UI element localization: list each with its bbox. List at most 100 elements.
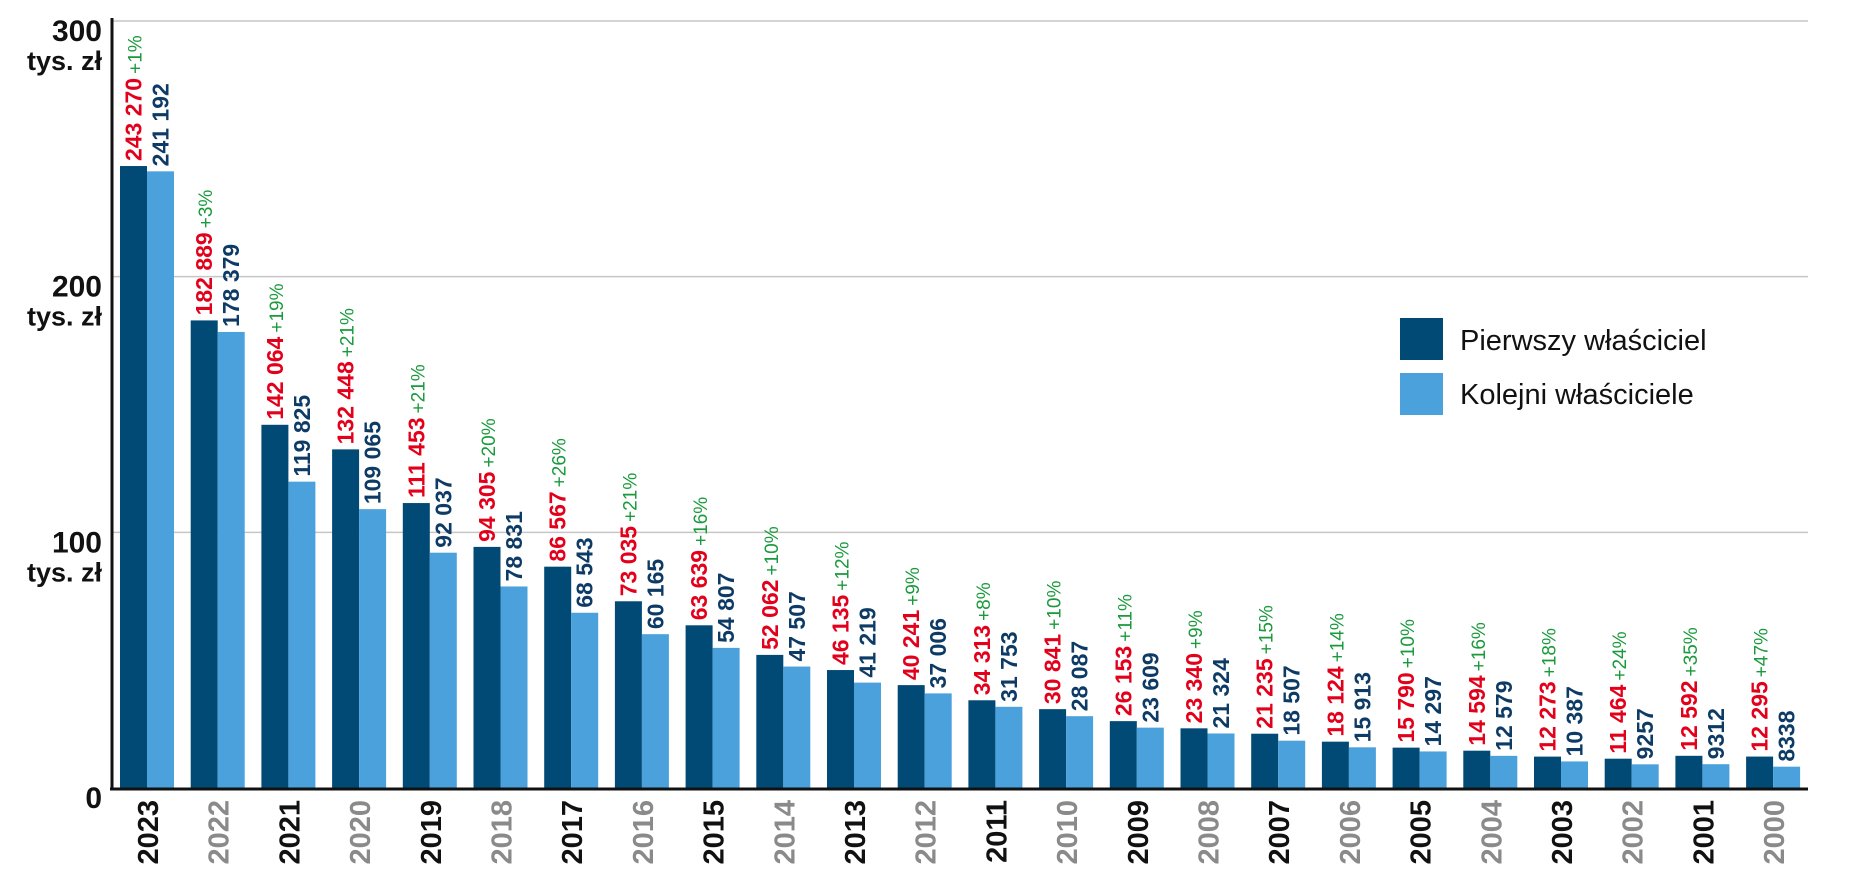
bar-kolejni-2022 <box>217 331 245 788</box>
difference-label: +1% <box>126 35 147 74</box>
value-label-pierwszy: 182 889 +3% <box>191 190 217 316</box>
legend-swatch-pierwszy <box>1400 318 1443 360</box>
bar-kolejni-2007 <box>1278 740 1306 788</box>
bar-pierwszy-2015 <box>685 625 713 788</box>
bar-pierwszy-2022 <box>190 320 218 788</box>
difference-label: +3% <box>196 190 217 229</box>
difference-label: +15% <box>1257 605 1278 654</box>
x-tick-label: 2021 <box>274 800 306 865</box>
bar-kolejni-2009 <box>1136 727 1164 788</box>
value-label-kolejni: 21 324 <box>1208 658 1234 729</box>
y-tick-label: 200 <box>52 271 102 304</box>
bar-kolejni-2015 <box>712 647 740 788</box>
value-label-pierwszy: 142 064 +19% <box>262 283 288 419</box>
value-label-kolejni: 78 831 <box>501 511 527 582</box>
bar-pierwszy-2003 <box>1534 756 1561 788</box>
x-tick-label: 2022 <box>204 800 236 865</box>
value-label-pierwszy-number: 40 241 <box>898 610 924 681</box>
value-label-kolejni: 68 543 <box>572 537 598 607</box>
bar-kolejni-2014 <box>783 666 811 788</box>
value-label-pierwszy-number: 30 841 <box>1040 634 1066 705</box>
difference-label: +26% <box>550 438 571 487</box>
value-label-pierwszy: 63 639 +16% <box>686 497 712 621</box>
value-label-pierwszy-number: 18 124 <box>1322 666 1348 737</box>
bar-kolejni-2020 <box>359 509 387 788</box>
value-label-pierwszy-number: 21 235 <box>1252 658 1278 729</box>
bars <box>120 166 1801 789</box>
x-tick-label: 2019 <box>416 800 448 865</box>
value-label-pierwszy-number: 73 035 <box>615 526 641 597</box>
legend-swatch-kolejni <box>1400 373 1443 415</box>
difference-label: +8% <box>974 582 995 621</box>
bar-pierwszy-2017 <box>544 566 572 788</box>
value-label-pierwszy-number: 34 313 <box>969 625 995 695</box>
value-label-pierwszy: 11 464 +24% <box>1605 631 1631 753</box>
bar-pierwszy-2006 <box>1321 741 1349 788</box>
value-label-pierwszy: 12 273 +18% <box>1535 628 1561 752</box>
value-label-kolejni: 18 507 <box>1279 665 1305 735</box>
value-label-kolejni: 119 825 <box>289 395 315 477</box>
value-label-pierwszy-number: 86 567 <box>545 491 571 561</box>
bar-pierwszy-2010 <box>1039 709 1067 788</box>
difference-label: +9% <box>903 567 924 606</box>
value-label-pierwszy: 26 153 +11% <box>1110 594 1136 716</box>
difference-label: +24% <box>1610 631 1631 680</box>
value-label-kolejni: 9312 <box>1703 708 1729 759</box>
bar-pierwszy-2004 <box>1463 750 1491 788</box>
x-tick-label: 2014 <box>769 800 801 865</box>
bar-pierwszy-2016 <box>614 601 642 788</box>
value-labels: 243 270 +1%241 192 182 889 +3%178 379 142 06… <box>121 35 1800 761</box>
value-label-pierwszy: 12 295 +47% <box>1747 628 1773 752</box>
x-tick-label: 2005 <box>1406 800 1438 865</box>
legend: Pierwszy właściciel Kolejni właściciele <box>1400 318 1707 415</box>
value-label-pierwszy-number: 14 594 <box>1464 675 1490 746</box>
value-label-kolejni: 109 065 <box>360 421 386 504</box>
value-label-pierwszy-number: 94 305 <box>474 471 500 542</box>
y-tick-label: 100 <box>52 526 102 559</box>
difference-label: +18% <box>1540 628 1561 677</box>
value-label-kolejni: 47 507 <box>784 591 810 661</box>
bar-kolejni-2001 <box>1702 764 1730 788</box>
bar-pierwszy-2009 <box>1109 721 1137 788</box>
value-label-pierwszy-number: 111 453 <box>403 417 429 498</box>
value-label-kolejni: 31 753 <box>996 631 1022 701</box>
value-label-kolejni: 10 387 <box>1562 686 1588 756</box>
value-label-pierwszy: 40 241 +9% <box>898 567 924 680</box>
y-tick-unit: tys. zł <box>27 302 103 332</box>
bar-kolejni-2005 <box>1419 751 1447 788</box>
bar-kolejni-2013 <box>854 682 881 788</box>
value-label-pierwszy-number: 11 464 <box>1605 684 1631 753</box>
x-tick-label: 2006 <box>1335 800 1367 865</box>
x-tick-label: 2002 <box>1618 800 1650 865</box>
bar-kolejni-2019 <box>429 552 457 788</box>
value-label-pierwszy: 94 305 +20% <box>474 418 500 542</box>
value-label-pierwszy: 34 313 +8% <box>969 582 995 695</box>
value-label-kolejni: 12 579 <box>1491 680 1517 750</box>
value-label-pierwszy: 86 567 +26% <box>545 438 571 562</box>
x-tick-label: 2015 <box>699 800 731 865</box>
difference-label: +21% <box>408 364 429 413</box>
value-label-pierwszy-number: 132 448 <box>333 361 359 444</box>
bar-kolejni-2006 <box>1348 747 1376 788</box>
value-label-pierwszy-number: 12 295 <box>1747 681 1773 752</box>
value-label-pierwszy: 46 135 +12% <box>828 541 854 665</box>
value-label-kolejni: 92 037 <box>430 477 456 547</box>
difference-label: +14% <box>1327 613 1348 662</box>
y-tick-label: 300 <box>52 15 102 48</box>
value-label-pierwszy-number: 63 639 <box>686 550 712 620</box>
difference-label: +21% <box>620 473 641 522</box>
bar-kolejni-2023 <box>147 171 174 789</box>
bar-kolejni-2004 <box>1490 755 1518 788</box>
value-label-pierwszy-number: 142 064 <box>262 336 288 419</box>
x-tick-label: 2009 <box>1123 800 1155 865</box>
x-tick-label: 2004 <box>1476 800 1508 865</box>
difference-label: +10% <box>1045 581 1066 630</box>
bar-kolejni-2011 <box>995 706 1023 788</box>
bar-kolejni-2010 <box>1066 716 1094 788</box>
bar-pierwszy-2008 <box>1180 728 1208 788</box>
value-label-pierwszy-number: 46 135 <box>828 594 854 665</box>
x-tick-label: 2011 <box>981 800 1013 863</box>
difference-label: +47% <box>1752 628 1773 677</box>
